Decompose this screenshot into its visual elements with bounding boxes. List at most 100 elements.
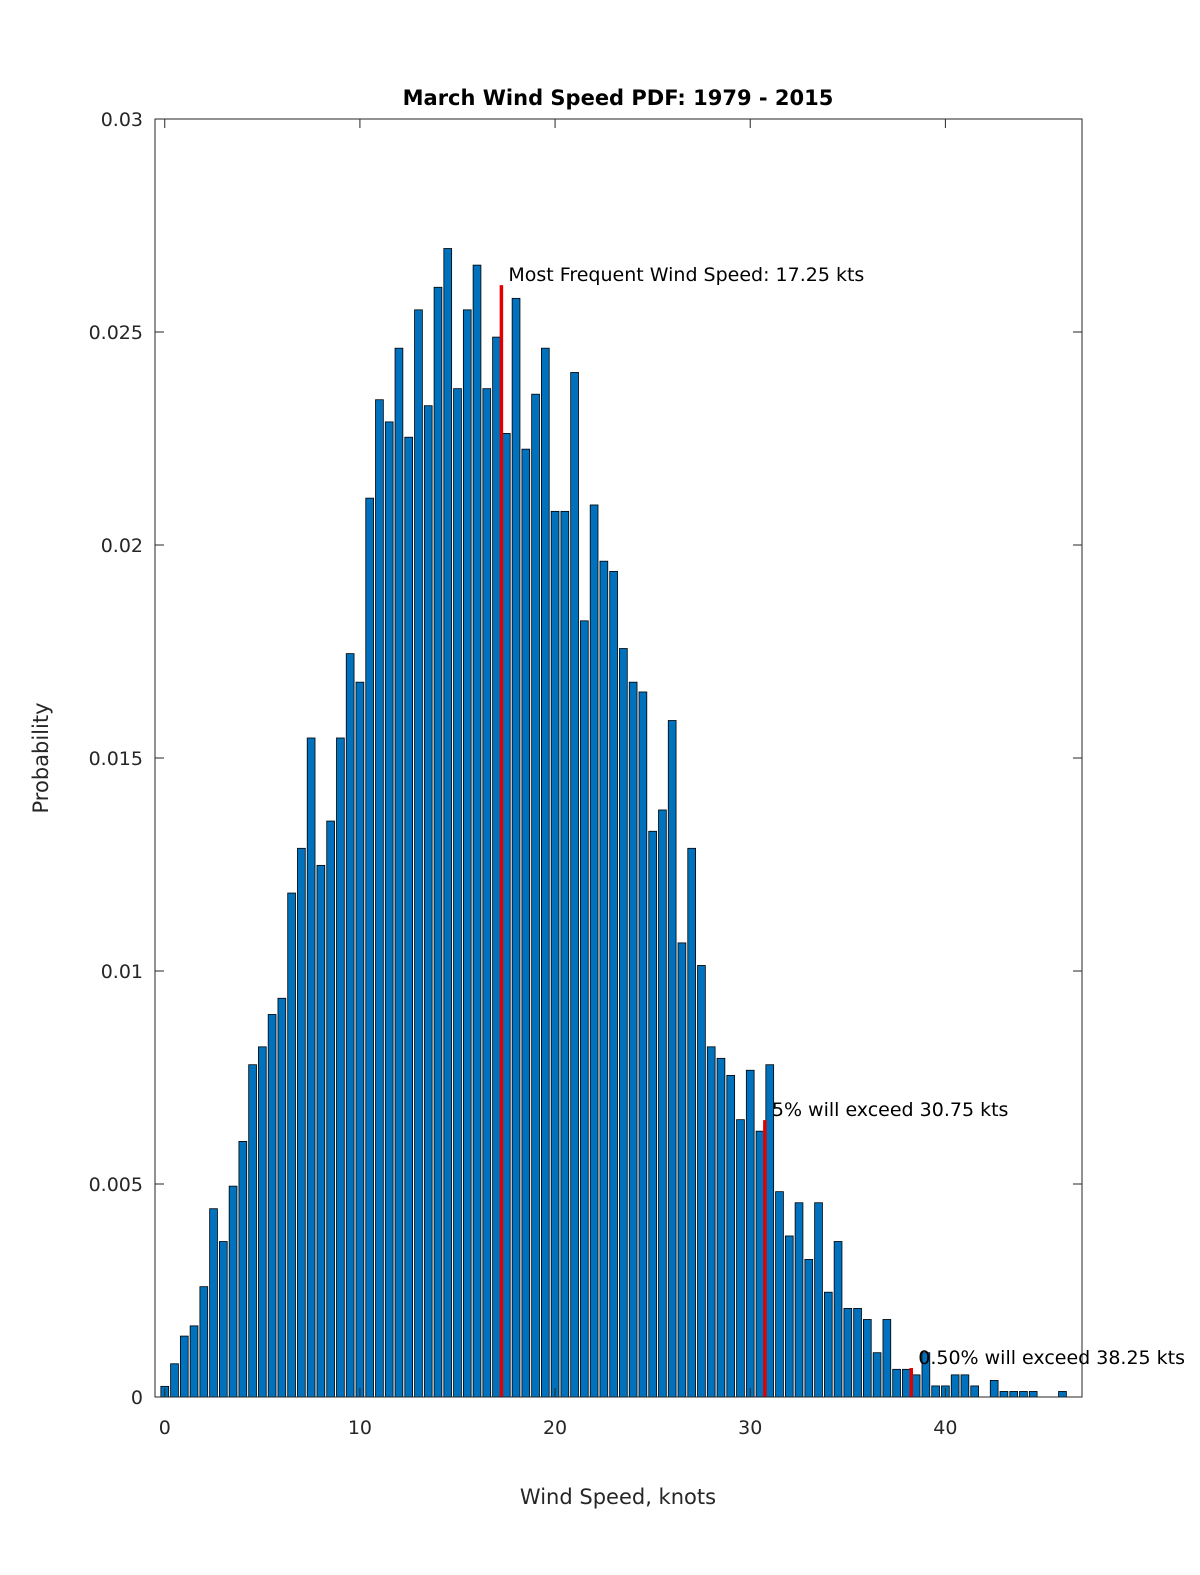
y-tick-label: 0.01 — [101, 961, 143, 983]
histogram-bar — [833, 1241, 843, 1398]
histogram-bar — [218, 1241, 228, 1398]
histogram-bar — [599, 560, 609, 1398]
histogram-bar — [258, 1046, 267, 1398]
histogram-bar — [189, 1325, 199, 1398]
histogram-bar — [384, 421, 394, 1398]
histogram-bar — [726, 1074, 736, 1398]
histogram-bar — [345, 653, 355, 1398]
histogram-bar — [453, 388, 462, 1398]
histogram-bar — [872, 1352, 882, 1398]
annotations-layer: Most Frequent Wind Speed: 17.25 kts 5% wi… — [508, 264, 1185, 1369]
histogram-bar — [414, 309, 423, 1398]
histogram-bar — [619, 648, 628, 1398]
histogram-bar — [170, 1363, 179, 1398]
histogram-bar — [970, 1385, 979, 1398]
histogram-bar — [1028, 1391, 1038, 1398]
histogram-bar — [541, 347, 550, 1398]
histogram-bar — [667, 720, 677, 1398]
histogram-bar — [394, 347, 404, 1398]
histogram-bar — [501, 432, 511, 1398]
histogram-bar — [326, 820, 335, 1398]
histogram-bar — [755, 1130, 765, 1398]
histogram-bar — [697, 965, 706, 1398]
histogram-bar — [882, 1319, 892, 1398]
histogram-bar — [1019, 1391, 1028, 1398]
histogram-bar — [716, 1057, 726, 1398]
x-tick-label: 20 — [543, 1417, 567, 1439]
histogram-bar — [902, 1368, 911, 1398]
histogram-bar — [1058, 1391, 1067, 1398]
histogram-bar — [336, 737, 345, 1398]
histogram-bar — [443, 248, 453, 1398]
ticks-layer: 0 10 20 30 40 0 0.005 0.01 0.015 0.02 0.025 0.03 — [89, 109, 1082, 1439]
histogram-bar — [960, 1374, 970, 1398]
histogram-bar — [209, 1208, 218, 1398]
histogram-bar — [560, 510, 570, 1398]
histogram-bar — [863, 1319, 872, 1398]
y-tick-label: 0.015 — [89, 748, 143, 770]
histogram-bar — [677, 942, 687, 1398]
histogram-bar — [609, 571, 618, 1398]
histogram-bar — [375, 399, 384, 1398]
histogram-bar — [843, 1307, 853, 1398]
histogram-bar — [404, 436, 414, 1398]
histogram-bar — [628, 681, 638, 1398]
histogram-bar — [687, 847, 696, 1398]
histogram-bar — [287, 892, 296, 1398]
histogram-bar — [580, 620, 589, 1398]
histogram-bar — [589, 504, 599, 1398]
histogram-bar — [775, 1191, 784, 1398]
histogram-bar — [433, 286, 443, 1398]
histogram-bar — [316, 864, 326, 1398]
x-axis-label: Wind Speed, knots — [520, 1485, 716, 1509]
histogram-bar — [462, 309, 472, 1398]
histogram-bar — [931, 1385, 940, 1398]
histogram-bar — [745, 1069, 755, 1398]
y-tick-label: 0.005 — [89, 1174, 143, 1196]
histogram-bar — [267, 1014, 277, 1398]
annotation-label: 5% will exceed 30.75 kts — [772, 1099, 1009, 1121]
histogram-bar — [1009, 1391, 1018, 1398]
y-axis-label: Probability — [29, 702, 53, 813]
histogram-bar — [892, 1368, 901, 1398]
y-tick-label: 0.02 — [101, 535, 143, 557]
histogram-bar — [950, 1374, 960, 1398]
histogram-bar — [248, 1064, 257, 1398]
histogram-bar — [297, 847, 306, 1398]
annotation-label: 0.50% will exceed 38.25 kts — [918, 1347, 1185, 1369]
x-tick-label: 10 — [348, 1417, 372, 1439]
x-tick-label: 0 — [159, 1417, 171, 1439]
histogram-bar — [238, 1141, 248, 1398]
y-tick-label: 0.025 — [89, 322, 143, 344]
histogram-bar — [228, 1185, 238, 1398]
histogram-bar — [179, 1335, 189, 1398]
histogram-bar — [492, 336, 501, 1398]
histogram-bar — [794, 1202, 804, 1398]
histogram-bar — [989, 1379, 999, 1398]
bars-layer — [160, 248, 1067, 1398]
histogram-bar — [511, 297, 521, 1398]
histogram-bar — [804, 1259, 814, 1398]
histogram-bar — [550, 510, 560, 1398]
x-tick-label: 40 — [933, 1417, 957, 1439]
histogram-bar — [365, 497, 374, 1398]
chart-title: March Wind Speed PDF: 1979 - 2015 — [403, 86, 834, 110]
histogram-bar — [638, 691, 648, 1398]
histogram-bar — [306, 737, 316, 1398]
histogram-bar — [482, 388, 492, 1398]
histogram-bar — [355, 681, 365, 1398]
y-tick-label: 0.03 — [101, 109, 143, 131]
histogram-bar — [570, 372, 579, 1398]
histogram-bar — [911, 1374, 921, 1398]
histogram-bar — [521, 448, 531, 1398]
annotation-label: Most Frequent Wind Speed: 17.25 kts — [508, 264, 864, 286]
histogram-bar — [706, 1046, 716, 1398]
histogram-bar — [784, 1235, 794, 1398]
histogram-bar — [999, 1391, 1009, 1398]
histogram-bar — [814, 1202, 823, 1398]
x-tick-label: 30 — [738, 1417, 762, 1439]
y-tick-label: 0 — [131, 1387, 143, 1409]
histogram-bar — [823, 1291, 833, 1398]
histogram-bar — [199, 1286, 209, 1398]
